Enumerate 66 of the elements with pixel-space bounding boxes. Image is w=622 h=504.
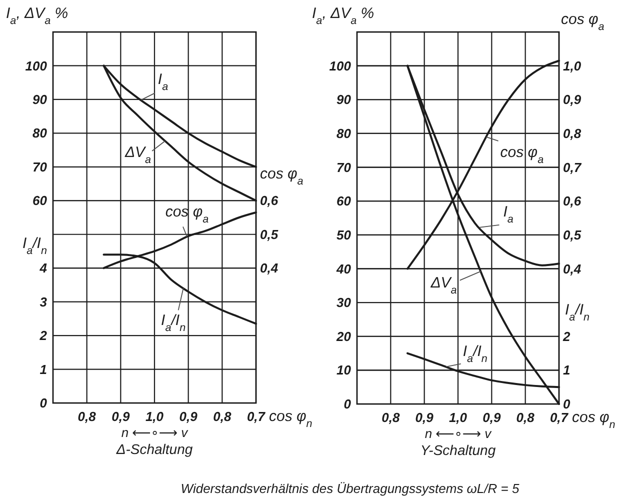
y2-tick-label: 0,7 <box>563 160 582 175</box>
y3-tick-label: 2 <box>38 328 48 344</box>
y2-tick-label: 0,4 <box>260 260 279 276</box>
y2-tick-label: 0,4 <box>563 261 582 276</box>
series-label: I$_{a}$ <box>158 71 168 94</box>
y3-tick-label: 3 <box>40 294 48 310</box>
y3-tick-label: 0 <box>563 396 571 412</box>
x-tick-label: 0,7 <box>550 410 569 425</box>
y3-axis-title: I$_{a}$/I$_{n}$ <box>565 301 590 324</box>
x-tick-label: 0,8 <box>382 410 400 425</box>
x-tick-label: 0,8 <box>78 409 97 424</box>
x-tick-label: 0,7 <box>246 409 266 424</box>
x-tick-label: 0,9 <box>482 410 502 425</box>
series-label: I$_{a}$ <box>503 203 514 226</box>
y-tick-label: 90 <box>336 92 352 108</box>
series-label: ΔV$_{a}$ <box>124 144 152 166</box>
x-axis-title: cos φ$_{n}$ <box>572 409 616 431</box>
text: Δ-Schaltung <box>115 441 193 457</box>
y3-tick-label: 4 <box>38 260 48 276</box>
series-label: cos φ$_{a}$ <box>500 144 544 166</box>
y-tick-label: 0 <box>344 396 352 412</box>
y-tick-label: 60 <box>32 193 48 208</box>
y3-tick-label: 2 <box>562 328 571 344</box>
text: n ⟵∘⟶ v <box>424 426 493 441</box>
y2-tick-label: 1,0 <box>563 58 582 74</box>
series-label: cos φ$_{a}$ <box>165 204 209 226</box>
text: Widerstandsverhältnis des Übertragungssystems ωL/R = 5 <box>180 481 520 496</box>
y2-axis-title: cos φ$_{a}$ <box>260 166 304 188</box>
text: n ⟵∘⟶ v <box>121 425 190 440</box>
y-tick-label: 60 <box>336 194 352 209</box>
y-tick-label: 70 <box>32 159 48 174</box>
text: Y-Schaltung <box>420 442 496 458</box>
y3-tick-label: 1 <box>563 362 570 378</box>
x-axis-title: cos φ$_{n}$ <box>269 408 312 430</box>
series-label: I$_{a}$/I$_{n}$ <box>161 312 186 334</box>
y3-tick-label: 1 <box>40 362 47 377</box>
y-tick-label: 100 <box>25 58 48 74</box>
y-tick-label: 30 <box>336 295 352 310</box>
series-label: I$_{a}$/I$_{n}$ <box>462 342 488 365</box>
y-tick-label: 80 <box>32 126 48 141</box>
x-tick-label: 0,9 <box>415 410 434 425</box>
y-tick-label: 20 <box>336 328 352 344</box>
y-tick-label: 100 <box>329 58 352 74</box>
y3-axis-title: I$_{a}$/I$_{n}$ <box>22 235 47 258</box>
x-tick-label: 0,8 <box>516 410 536 425</box>
y-tick-label: 10 <box>336 362 352 378</box>
series-label: ΔV$_{a}$ <box>430 274 457 296</box>
x-tick-label: 1,0 <box>145 409 164 424</box>
x-tick-label: 0,9 <box>179 409 198 424</box>
y-tick-label: 80 <box>336 126 352 142</box>
y2-tick-label: 0,5 <box>260 226 279 242</box>
y2-tick-label: 0,9 <box>563 92 582 108</box>
y2-tick-label: 0,6 <box>563 194 582 209</box>
y2-tick-label: 0,8 <box>563 126 582 142</box>
y2-tick-label: 0,5 <box>563 227 582 242</box>
y-tick-label: 40 <box>336 261 352 276</box>
y-tick-label: 50 <box>336 227 352 242</box>
y-tick-label: 90 <box>32 92 48 108</box>
x-tick-label: 0,8 <box>213 409 232 424</box>
y-axis-title: I$_{a}$, ΔV$_{a}$ % <box>312 5 374 27</box>
x-tick-label: 0,9 <box>112 409 130 424</box>
x-tick-label: 1,0 <box>448 410 468 425</box>
y2-tick-label: 0,6 <box>260 193 279 208</box>
y-axis-title: I$_{a}$, ΔV$_{a}$ % <box>6 5 68 27</box>
y2-axis-title: cos φ$_{a}$ <box>561 11 604 33</box>
y-tick-label: 70 <box>336 160 352 175</box>
